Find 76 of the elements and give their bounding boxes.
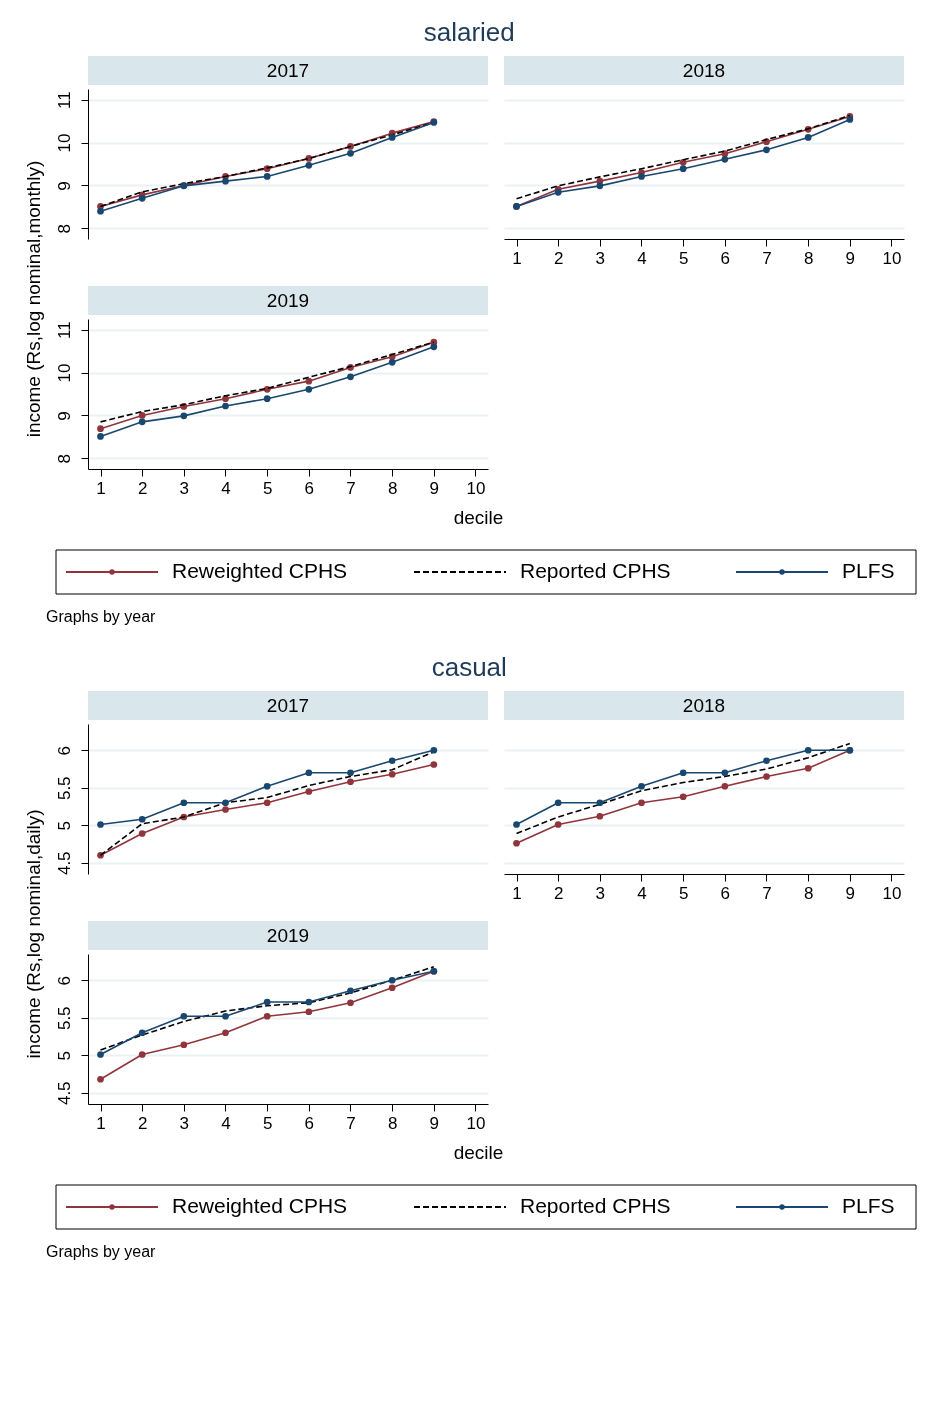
y-tick-label: 6 <box>54 976 74 986</box>
x-tick-label: 3 <box>595 248 606 268</box>
x-tick-label: 4 <box>221 478 231 498</box>
x-tick-label: 2 <box>137 478 148 498</box>
x-tick-label: 2 <box>553 248 564 268</box>
x-tick-label: 5 <box>262 1113 273 1133</box>
legend-label: Reported CPHS <box>520 1194 671 1217</box>
x-tick-label: 8 <box>803 883 814 903</box>
y-tick-label: 10 <box>54 133 74 153</box>
x-tick-label: 9 <box>845 248 856 268</box>
chart-subtitle: 2017 <box>266 60 310 81</box>
chart-subtitle: 2018 <box>682 695 726 716</box>
y-tick-label: 4.5 <box>54 1081 74 1106</box>
y-tick-label: 9 <box>54 411 74 421</box>
text: Graphs by year <box>46 608 157 625</box>
x-tick-label: 7 <box>762 248 772 268</box>
x-tick-label: 4 <box>637 883 647 903</box>
x-tick-label: 1 <box>96 1113 106 1133</box>
chart-title: salaried <box>423 17 515 47</box>
x-tick-label: 10 <box>466 478 486 498</box>
x-tick-label: 8 <box>387 478 398 498</box>
x-tick-label: 5 <box>678 248 689 268</box>
y-axis-title: income (Rs,log nominal,daily) <box>23 809 44 1059</box>
x-tick-label: 9 <box>429 478 440 498</box>
x-tick-label: 7 <box>346 1113 356 1133</box>
x-tick-label: 6 <box>720 248 731 268</box>
x-tick-label: 5 <box>262 478 273 498</box>
y-tick-label: 8 <box>54 224 74 234</box>
x-axis-title: decile <box>453 1141 504 1163</box>
chart-subtitle: 2018 <box>682 60 726 81</box>
chart-subtitle: 2019 <box>266 290 310 311</box>
x-axis-title: decile <box>453 506 504 528</box>
y-tick-label: 5.5 <box>54 1006 74 1031</box>
x-tick-label: 7 <box>346 478 356 498</box>
chart-subtitle: 2019 <box>266 925 310 946</box>
x-tick-label: 8 <box>387 1113 398 1133</box>
y-tick-label: 11 <box>54 91 74 110</box>
x-tick-label: 1 <box>96 478 106 498</box>
x-tick-label: 6 <box>304 1113 315 1133</box>
x-tick-label: 2 <box>553 883 564 903</box>
x-tick-label: 2 <box>137 1113 148 1133</box>
x-tick-label: 4 <box>637 248 647 268</box>
x-tick-label: 9 <box>429 1113 440 1133</box>
x-tick-label: 3 <box>595 883 606 903</box>
x-tick-label: 10 <box>882 883 902 903</box>
legend-label: Reported CPHS <box>520 559 671 582</box>
y-axis-title: income (Rs,log nominal,monthly) <box>23 160 44 438</box>
legend-label: PLFS <box>842 1194 895 1217</box>
x-tick-label: 3 <box>179 478 190 498</box>
x-tick-label: 1 <box>512 883 522 903</box>
y-tick-label: 4.5 <box>54 851 74 876</box>
x-tick-label: 3 <box>179 1113 190 1133</box>
x-tick-label: 8 <box>803 248 814 268</box>
y-tick-label: 5 <box>54 821 74 831</box>
y-tick-label: 5 <box>54 1051 74 1061</box>
legend-label: PLFS <box>842 559 895 582</box>
x-tick-label: 10 <box>882 248 902 268</box>
y-tick-label: 10 <box>54 363 74 383</box>
legend-label: Reweighted CPHS <box>172 1194 348 1217</box>
x-tick-label: 9 <box>845 883 856 903</box>
y-tick-label: 11 <box>54 321 74 340</box>
text: Graphs by year <box>46 1243 157 1260</box>
legend-label: Reweighted CPHS <box>172 559 348 582</box>
y-tick-label: 9 <box>54 181 74 191</box>
x-tick-label: 4 <box>221 1113 231 1133</box>
x-tick-label: 7 <box>762 883 772 903</box>
y-tick-label: 6 <box>54 746 74 756</box>
y-tick-label: 8 <box>54 454 74 464</box>
x-tick-label: 1 <box>512 248 522 268</box>
x-tick-label: 10 <box>466 1113 486 1133</box>
x-tick-label: 6 <box>720 883 731 903</box>
chart-subtitle: 2017 <box>266 695 310 716</box>
x-tick-label: 6 <box>304 478 315 498</box>
chart-title: casual <box>431 652 507 682</box>
x-tick-label: 5 <box>678 883 689 903</box>
y-tick-label: 5.5 <box>54 776 74 801</box>
